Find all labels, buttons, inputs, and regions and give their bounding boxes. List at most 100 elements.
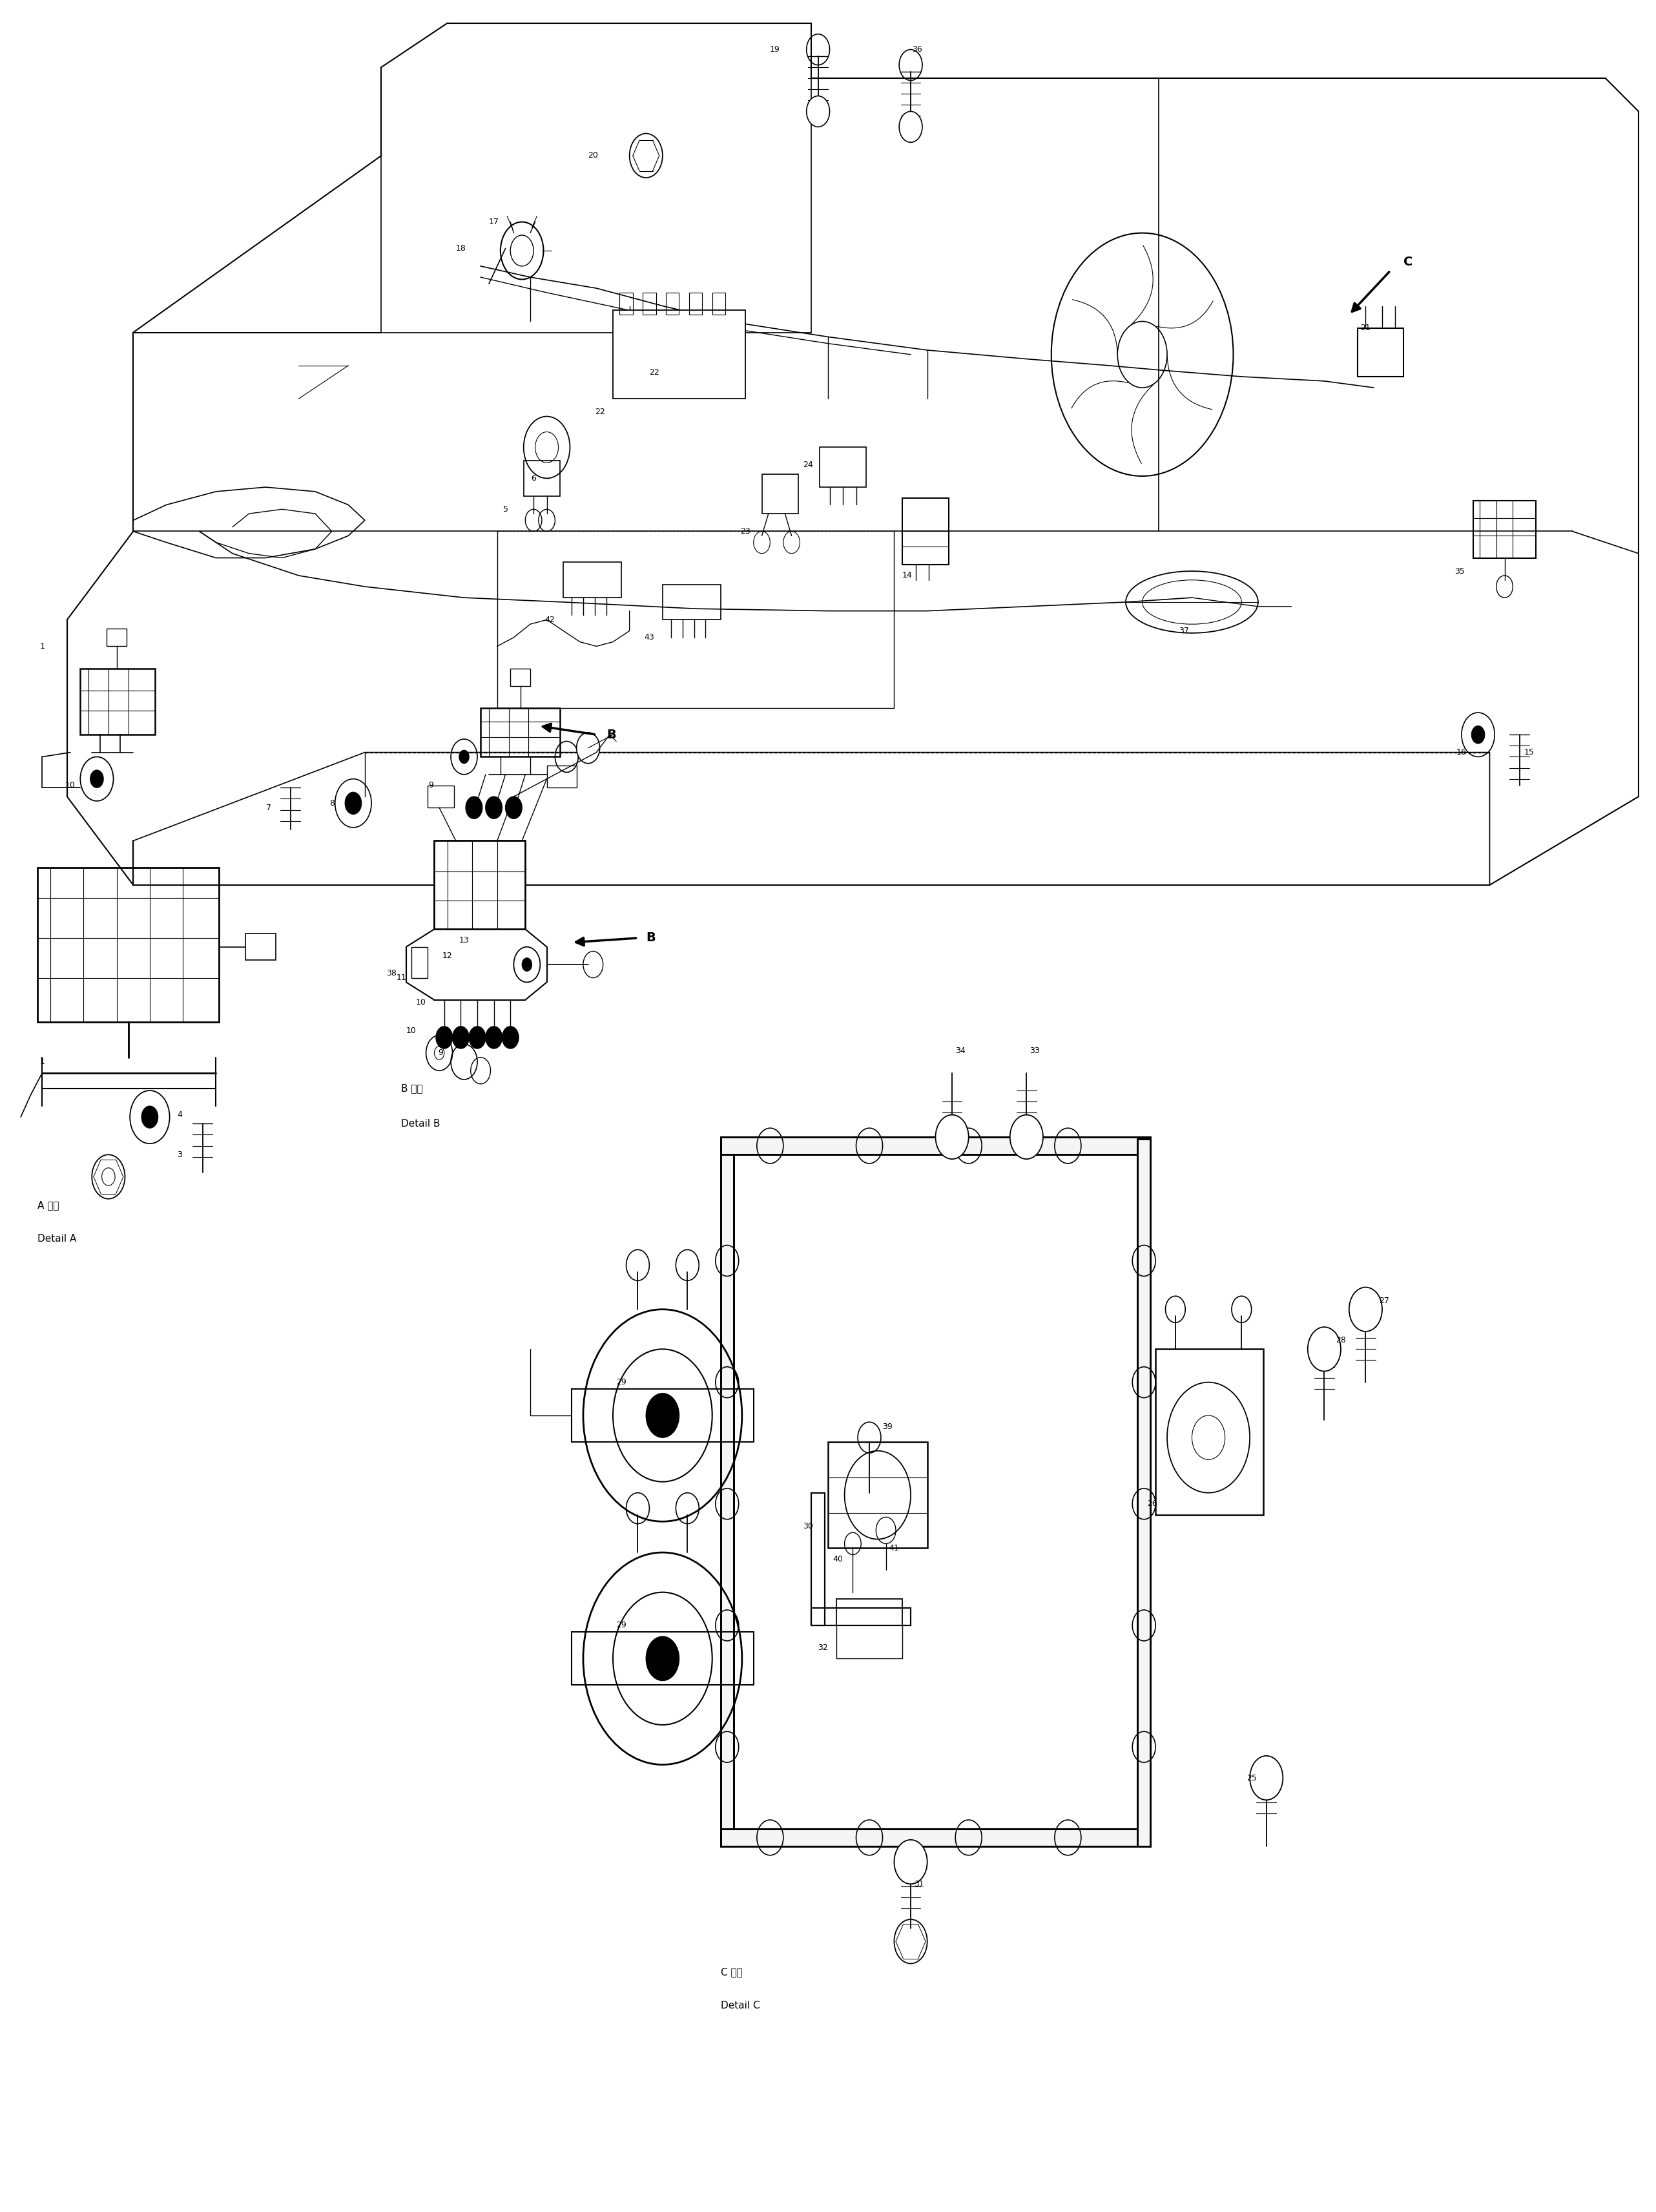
Text: 30: 30 — [803, 1522, 813, 1531]
Text: 32: 32 — [818, 1644, 828, 1652]
Circle shape — [894, 1840, 927, 1885]
Bar — [613, 310, 745, 398]
Text: A 詳細: A 詳細 — [38, 1201, 60, 1210]
Bar — [106, 628, 126, 646]
Bar — [903, 498, 949, 564]
Text: 35: 35 — [1454, 566, 1466, 575]
Text: 33: 33 — [1030, 1046, 1040, 1055]
Bar — [720, 1829, 1151, 1847]
Circle shape — [1308, 1327, 1341, 1371]
Bar — [666, 292, 679, 314]
Text: 39: 39 — [883, 1422, 893, 1431]
Text: C: C — [1404, 257, 1413, 268]
Bar — [546, 765, 576, 787]
Text: 29: 29 — [616, 1621, 626, 1630]
Bar — [820, 447, 866, 487]
Bar — [720, 1829, 1151, 1847]
Text: 31: 31 — [914, 1880, 924, 1889]
Circle shape — [459, 750, 469, 763]
Text: 23: 23 — [740, 526, 750, 535]
Text: B: B — [646, 931, 656, 945]
Text: 1: 1 — [40, 641, 45, 650]
Text: 24: 24 — [803, 460, 813, 469]
Bar — [434, 841, 525, 929]
Text: 11: 11 — [396, 973, 406, 982]
Bar — [563, 562, 621, 597]
Bar — [427, 785, 454, 807]
Circle shape — [523, 416, 570, 478]
Text: 22: 22 — [649, 367, 659, 376]
Text: 42: 42 — [545, 615, 555, 624]
Text: 7: 7 — [267, 803, 272, 812]
Bar — [811, 1608, 911, 1626]
Text: 1: 1 — [40, 1057, 45, 1066]
Text: 13: 13 — [459, 936, 469, 945]
Circle shape — [344, 792, 361, 814]
Bar — [720, 1139, 734, 1847]
Text: 21: 21 — [1361, 323, 1371, 332]
Text: 38: 38 — [386, 969, 396, 978]
Text: 5: 5 — [503, 504, 508, 513]
Text: 17: 17 — [489, 217, 498, 226]
Circle shape — [646, 1637, 679, 1681]
Bar — [480, 708, 560, 757]
Text: Detail A: Detail A — [38, 1234, 76, 1243]
Bar — [38, 867, 219, 1022]
Circle shape — [936, 1115, 969, 1159]
Text: 40: 40 — [833, 1555, 843, 1564]
Text: 8: 8 — [330, 799, 335, 807]
Text: 36: 36 — [912, 44, 922, 53]
Text: 20: 20 — [588, 150, 598, 159]
Circle shape — [485, 1026, 502, 1048]
Text: 19: 19 — [770, 44, 780, 53]
Circle shape — [502, 1026, 518, 1048]
Text: 15: 15 — [1524, 748, 1535, 757]
Text: B 詳細: B 詳細 — [401, 1084, 422, 1093]
Text: 22: 22 — [595, 407, 604, 416]
Text: 14: 14 — [903, 571, 912, 580]
Bar — [510, 668, 530, 686]
Text: 37: 37 — [1179, 626, 1189, 635]
Circle shape — [522, 958, 532, 971]
Text: 9: 9 — [429, 781, 434, 790]
Bar — [619, 292, 633, 314]
Bar — [712, 292, 725, 314]
Text: B: B — [606, 728, 616, 741]
Text: 25: 25 — [1247, 1774, 1257, 1783]
Circle shape — [436, 1026, 452, 1048]
Text: 3: 3 — [177, 1150, 182, 1159]
Text: 27: 27 — [1379, 1296, 1389, 1305]
Bar — [811, 1493, 825, 1626]
Bar — [245, 933, 275, 960]
Bar — [689, 292, 702, 314]
Bar — [662, 584, 720, 619]
Circle shape — [469, 1026, 485, 1048]
Text: 6: 6 — [532, 473, 537, 482]
Bar — [762, 473, 798, 513]
Text: Detail C: Detail C — [720, 2000, 760, 2011]
Circle shape — [1350, 1287, 1383, 1332]
Text: 18: 18 — [455, 243, 465, 252]
Circle shape — [1250, 1756, 1283, 1801]
Text: 28: 28 — [1336, 1336, 1346, 1345]
Text: C 詳細: C 詳細 — [720, 1966, 742, 1978]
Circle shape — [576, 732, 599, 763]
Bar — [720, 1139, 734, 1847]
Text: 12: 12 — [442, 951, 452, 960]
Bar — [811, 1608, 911, 1626]
Circle shape — [465, 796, 482, 818]
Text: 10: 10 — [65, 781, 76, 790]
Text: 43: 43 — [644, 633, 654, 641]
Bar — [720, 1137, 1151, 1155]
Bar — [811, 1493, 825, 1626]
Text: 4: 4 — [177, 1110, 182, 1119]
Circle shape — [899, 111, 922, 142]
Text: 26: 26 — [1148, 1500, 1158, 1509]
Bar — [1138, 1139, 1151, 1847]
Bar — [571, 1389, 753, 1442]
Text: 10: 10 — [406, 1026, 416, 1035]
Bar — [1474, 500, 1537, 557]
Bar — [720, 1137, 1151, 1155]
Bar — [523, 460, 560, 495]
Text: 10: 10 — [416, 998, 426, 1006]
